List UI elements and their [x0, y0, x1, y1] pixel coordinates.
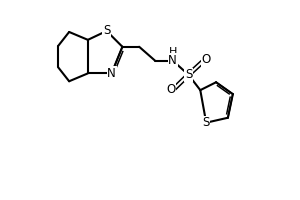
Text: N: N	[168, 54, 177, 67]
Text: O: O	[202, 53, 211, 66]
Text: O: O	[167, 83, 176, 96]
Text: S: S	[202, 116, 210, 129]
Text: S: S	[103, 24, 110, 37]
Text: N: N	[107, 67, 116, 80]
Text: H: H	[169, 47, 177, 57]
Text: S: S	[185, 68, 192, 81]
